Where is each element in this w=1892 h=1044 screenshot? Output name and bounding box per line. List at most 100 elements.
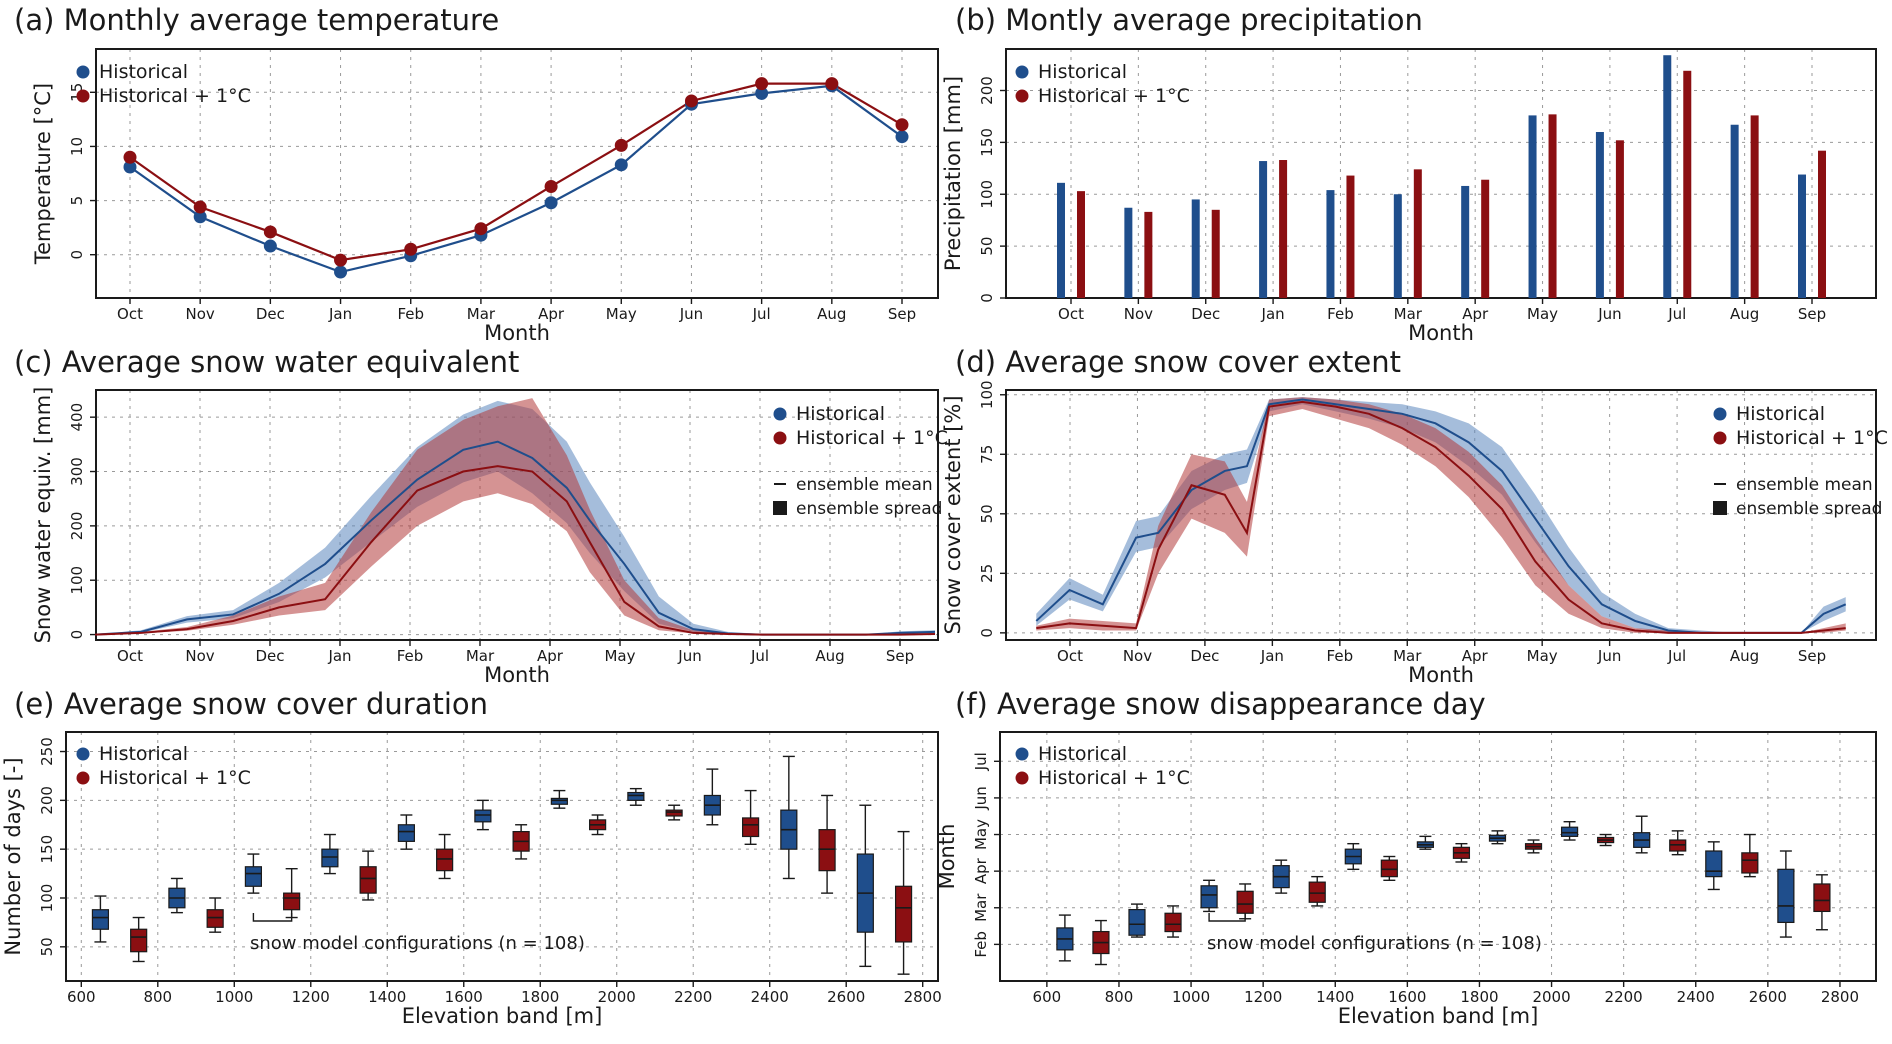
x-tick-label: Jan <box>328 305 352 323</box>
legend-label: Historical + 1°C <box>99 85 251 107</box>
x-axis-label: Month <box>1408 321 1474 345</box>
x-tick-label: 1600 <box>445 988 483 1006</box>
x-tick-label: Jun <box>1597 647 1621 665</box>
bar-warm <box>1750 115 1759 299</box>
bar-warm <box>1818 150 1826 298</box>
y-axis-label: Number of days [-] <box>1 757 25 955</box>
x-tick-label: May <box>1527 305 1558 323</box>
x-tick-label: 2200 <box>674 988 712 1006</box>
x-tick-label: Aug <box>815 647 844 665</box>
x-tick-label: Nov <box>185 647 214 665</box>
x-tick-label: Sep <box>888 305 916 323</box>
legend-label: Historical <box>1038 743 1127 765</box>
bar-historical <box>1124 207 1133 298</box>
bar-historical <box>1057 182 1065 298</box>
legend-marker-historical <box>1015 747 1029 761</box>
x-tick-label: Jul <box>1667 305 1686 323</box>
data-point-warm <box>263 225 277 239</box>
bar-warm <box>1481 179 1490 298</box>
legend-label: Historical <box>1038 61 1127 83</box>
y-tick-label: Apr <box>972 857 990 884</box>
data-point-warm <box>825 77 839 91</box>
x-tick-label: Nov <box>186 305 215 323</box>
y-tick-label: Mar <box>972 893 990 922</box>
x-tick-label: Apr <box>538 305 565 323</box>
y-tick-label: 250 <box>38 737 56 766</box>
x-tick-label: Jan <box>1260 647 1284 665</box>
y-axis-label: Precipitation [mm] <box>941 76 965 271</box>
box-historical <box>1777 868 1795 924</box>
panel-e-snow-cover-duration: 50 100 150 200 250 600 800 1000 1200 1400 1600 1800… <box>1 687 942 1028</box>
x-tick-label: 600 <box>67 988 96 1006</box>
plot-frame <box>1005 48 1877 299</box>
ensemble-spread-warm <box>1036 397 1846 633</box>
x-tick-label: Jul <box>1667 647 1686 665</box>
ensemble-mean-warm <box>1036 400 1846 634</box>
x-tick-label: Dec <box>1191 305 1220 323</box>
annotation-bracket <box>252 913 293 922</box>
x-tick-label: Jul <box>750 647 769 665</box>
x-axis-label: Month <box>484 663 550 687</box>
x-tick-label: Jun <box>677 647 701 665</box>
y-tick-label: 100 <box>68 566 86 595</box>
x-tick-label: May <box>1527 647 1558 665</box>
y-tick-label: 200 <box>68 512 86 541</box>
box-historical <box>1560 826 1579 837</box>
y-tick-label: Jul <box>972 752 990 771</box>
x-tick-label: Apr <box>537 647 564 665</box>
bar-warm <box>1279 160 1288 298</box>
bar-historical <box>1393 194 1402 298</box>
x-tick-label: Oct <box>1057 647 1083 665</box>
box-historical <box>474 809 492 823</box>
legend-marker-warm <box>76 89 90 103</box>
legend-marker-warm <box>76 771 90 785</box>
box-historical <box>1128 908 1146 936</box>
ensemble-spread-warm <box>95 398 935 635</box>
x-tick-label: 600 <box>1033 988 1062 1006</box>
x-tick-label: Apr <box>1462 647 1489 665</box>
x-tick-label: Sep <box>1798 647 1826 665</box>
bar-historical <box>1259 161 1268 298</box>
data-point-historical <box>123 160 137 174</box>
x-tick-label: Oct <box>117 305 143 323</box>
data-point-warm <box>193 200 207 214</box>
y-tick-label: 200 <box>978 76 996 105</box>
panel-b-precipitation: 0 50 100 150 200 Oct Nov Dec Jan Feb Mar Apr May Jun J… <box>941 3 1877 345</box>
data-point-historical <box>193 210 207 224</box>
legend-label: Historical + 1°C <box>1038 85 1190 107</box>
legend-marker-warm <box>1015 771 1029 785</box>
x-tick-label: 1000 <box>1172 988 1210 1006</box>
x-tick-label: Feb <box>1327 647 1354 665</box>
bar-historical <box>1730 124 1739 298</box>
x-axis-label: Elevation band [m] <box>1338 1004 1539 1028</box>
legend-label: Historical + 1°C <box>99 767 251 789</box>
legend-label: ensemble mean <box>796 475 933 495</box>
plot-frame <box>999 731 1877 982</box>
y-axis-label: Snow water equiv. [mm] <box>31 387 55 644</box>
x-tick-label: 1800 <box>1460 988 1498 1006</box>
box-warm <box>1813 883 1831 913</box>
legend-label: Historical <box>1736 403 1825 425</box>
y-axis-label: Temperature [°C] <box>31 83 55 265</box>
y-tick-label: 10 <box>68 137 86 156</box>
x-tick-label: Aug <box>817 305 846 323</box>
x-axis-label: Month <box>484 321 550 345</box>
panel-c-snow-water-equivalent: 0 100 200 300 400 Oct Nov Dec Jan Feb Mar Apr May Jun… <box>14 345 948 687</box>
box-warm <box>894 885 913 943</box>
x-tick-label: 2800 <box>904 988 942 1006</box>
y-tick-label: Jun <box>972 786 990 810</box>
x-tick-label: Feb <box>397 647 424 665</box>
data-point-warm <box>614 138 628 152</box>
x-tick-label: 2200 <box>1605 988 1643 1006</box>
panel-title: (a) Monthly average temperature <box>14 3 499 37</box>
box-historical <box>627 791 645 801</box>
box-historical <box>1705 850 1723 878</box>
x-tick-label: Apr <box>1462 305 1489 323</box>
bar-warm <box>1615 140 1624 298</box>
x-tick-label: Nov <box>1124 305 1153 323</box>
data-point-warm <box>895 118 909 132</box>
data-point-historical <box>263 239 277 253</box>
y-tick-label: 150 <box>978 128 996 157</box>
bar-warm <box>1548 114 1557 298</box>
plot-frame <box>95 389 939 641</box>
